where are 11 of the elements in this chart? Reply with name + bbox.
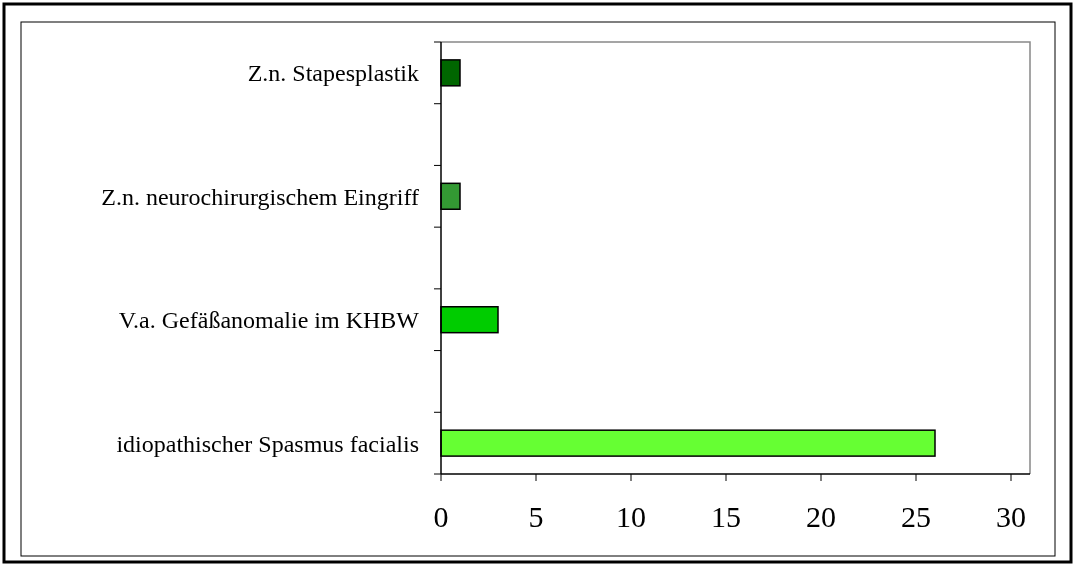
x-tick-label: 5 bbox=[528, 500, 544, 533]
x-tick-label: 10 bbox=[616, 500, 646, 533]
y-tick-label: V.a. Gefäßanomalie im KHBW bbox=[118, 307, 420, 334]
y-tick-label: idiopathischer Spasmus facialis bbox=[116, 430, 419, 457]
x-tick-label: 15 bbox=[711, 500, 741, 533]
y-tick-label: Z.n. Stapesplastik bbox=[247, 60, 419, 87]
x-tick-label: 20 bbox=[806, 500, 836, 533]
x-tick-label: 25 bbox=[901, 500, 931, 533]
x-tick-label: 30 bbox=[996, 500, 1026, 533]
y-tick-label: Z.n. neurochirurgischem Eingriff bbox=[101, 183, 419, 210]
x-tick-label: 0 bbox=[433, 500, 449, 533]
